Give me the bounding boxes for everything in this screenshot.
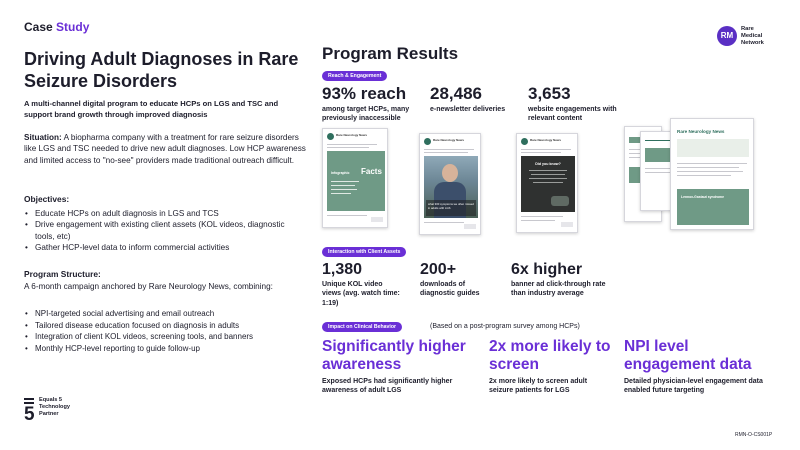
website-stat-desc: website engagements with relevant conten… <box>528 106 617 123</box>
npi-data-impact-desc: Detailed physician-level engagement data… <box>624 378 763 395</box>
partner-text: Equals 5 Technology Partner <box>39 397 99 418</box>
ad-account-name: Rare Neurology News <box>336 133 368 137</box>
reach-stat-desc: among target HCPs, many previously inacc… <box>322 106 410 123</box>
social-ad-did-you-know: Rare Neurology News Did you know? <box>516 133 578 233</box>
page-title: Driving Adult Diagnoses in Rare Seizure … <box>24 49 299 91</box>
logo-mark-icon: RM <box>717 26 737 46</box>
website-stat-value: 3,653 <box>528 84 571 103</box>
account-avatar-icon <box>327 133 334 140</box>
situation-text: A biopharma company with a treatment for… <box>24 133 306 165</box>
did-you-know-title: Did you know? <box>535 162 561 166</box>
ad-account-name: Rare Neurology News <box>530 138 562 142</box>
objectives-list: Educate HCPs on adult diagnosis in LGS a… <box>24 208 304 254</box>
structure-item: Integration of client KOL videos, screen… <box>24 331 304 343</box>
structure-item: Monthly HCP-level reporting to guide fol… <box>24 343 304 355</box>
downloads-stat-desc: downloads of diagnostic guides <box>420 281 480 298</box>
logo-line: Rare <box>741 26 754 32</box>
social-ad-infographic: Rare Neurology News Infographic Facts <box>322 128 388 228</box>
partner-line: Equals 5 <box>39 397 63 403</box>
structure-intro: A 6-month campaign anchored by Rare Neur… <box>24 282 273 291</box>
did-you-know-panel: Did you know? <box>521 156 575 212</box>
newsletter-stat-value: 28,486 <box>430 84 482 103</box>
clinical-impact-pill: Impact on Clinical Behavior <box>322 322 403 332</box>
infographic-panel: Infographic Facts <box>327 151 385 211</box>
newsletter-title: Rare Neurology News <box>677 129 725 134</box>
results-title: Program Results <box>322 44 459 63</box>
npi-data-impact-value: NPI level engagement data <box>624 338 752 373</box>
logo-line: Medical <box>741 33 763 39</box>
ad-account-name: Rare Neurology News <box>433 138 465 142</box>
social-ad-kol-video: Rare Neurology News what 300 symptoms we… <box>419 133 481 235</box>
case-study-label: Case Study <box>24 20 89 34</box>
newsletter-tile-title: Lennox-Gastaut syndrome <box>681 195 724 199</box>
page-subtitle: A multi-channel digital program to educa… <box>24 99 279 119</box>
structure-item: Tailored disease education focused on di… <box>24 320 304 332</box>
situation-label: Situation: <box>24 133 62 142</box>
ctr-stat-desc: banner ad click-through rate than indust… <box>511 281 606 298</box>
awareness-impact-desc: Exposed HCPs had significantly higher aw… <box>322 378 453 395</box>
logo-line: Network <box>741 40 764 46</box>
account-avatar-icon <box>424 138 431 145</box>
objectives-heading: Objectives: <box>24 194 70 204</box>
newsletter-preview-front: Rare Neurology News Lennox-Gastaut syndr… <box>670 118 754 230</box>
situation-paragraph: Situation: A biopharma company with a tr… <box>24 132 306 166</box>
newsletter-stat-desc: e-newsletter deliveries <box>430 106 506 113</box>
screening-impact-desc: 2x more likely to screen adult seizure p… <box>489 378 588 395</box>
awareness-impact-value: Significantly higher awareness <box>322 338 466 373</box>
case-label: Case <box>24 20 53 34</box>
structure-item: NPI-targeted social advertising and emai… <box>24 308 304 320</box>
structure-heading: Program Structure: <box>24 269 101 279</box>
ctr-stat-value: 6x higher <box>511 261 583 278</box>
kol-views-stat-desc: Unique KOL video views (avg. watch time:… <box>322 281 400 307</box>
client-assets-pill: Interaction with Client Assets <box>322 247 407 257</box>
logo-text: Rare Medical Network <box>741 26 783 47</box>
video-caption: what 300 symptoms we often missed in adu… <box>428 202 474 210</box>
rare-medical-network-logo: RM Rare Medical Network <box>717 26 781 48</box>
kol-photo: what 300 symptoms we often missed in adu… <box>424 156 478 218</box>
objective-item: Drive engagement with existing client as… <box>24 219 304 242</box>
objective-item: Educate HCPs on adult diagnosis in LGS a… <box>24 208 304 220</box>
reach-stat-value: 93% reach <box>322 84 407 103</box>
document-code: RMN-O-CS001P <box>735 432 773 438</box>
partner-line: Technology <box>39 404 70 410</box>
study-accent: Study <box>56 20 90 34</box>
screening-impact-value: 2x more likely to screen <box>489 338 611 373</box>
newsletter-feature-tile: Lennox-Gastaut syndrome <box>677 189 749 225</box>
reach-engagement-pill: Reach & Engagement <box>322 71 388 81</box>
survey-note: (Based on a post-program survey among HC… <box>430 323 580 330</box>
equals5-logo-icon: 5 <box>24 396 35 424</box>
infographic-title: Infographic <box>331 171 350 175</box>
account-avatar-icon <box>521 138 528 145</box>
structure-list: NPI-targeted social advertising and emai… <box>24 308 304 354</box>
partner-line: Partner <box>39 411 59 417</box>
downloads-stat-value: 200+ <box>420 261 457 278</box>
kol-views-stat-value: 1,380 <box>322 261 363 278</box>
facts-label: Facts <box>361 167 382 176</box>
equals5-partner-badge: 5 Equals 5 Technology Partner <box>24 394 104 426</box>
objective-item: Gather HCP-level data to inform commerci… <box>24 242 304 254</box>
